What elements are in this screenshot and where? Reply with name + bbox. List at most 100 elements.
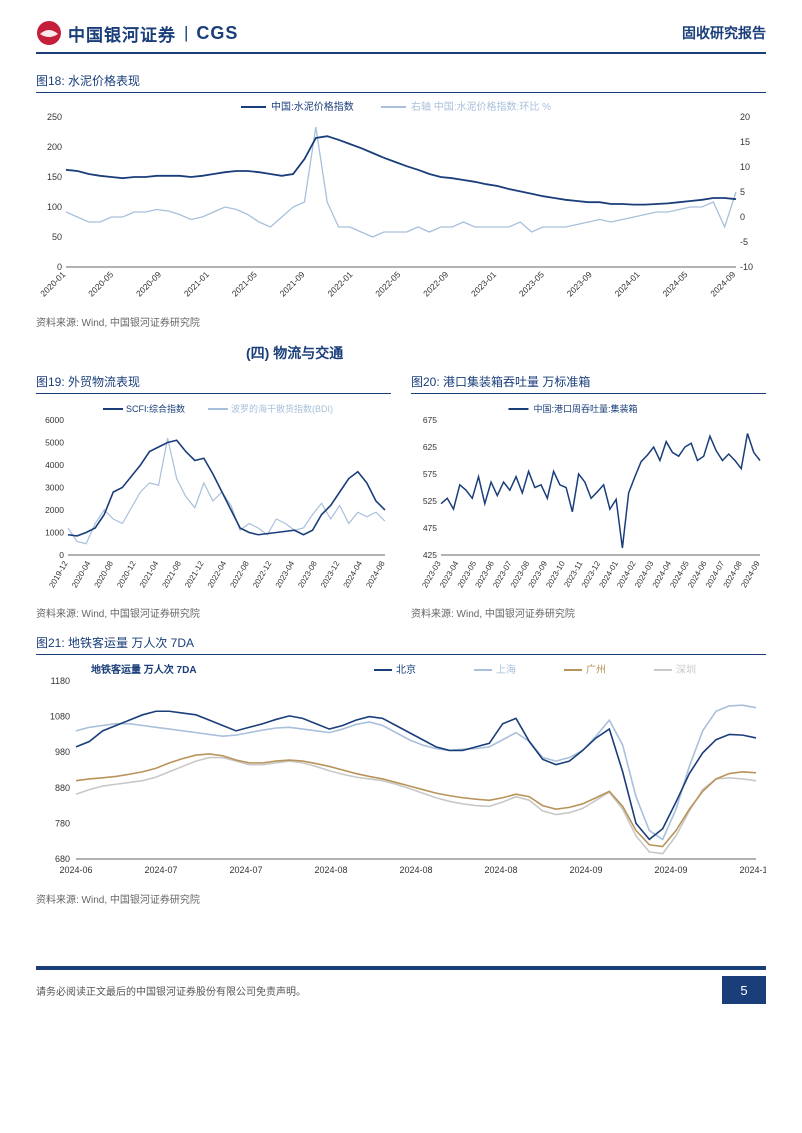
- svg-text:2019-12: 2019-12: [47, 559, 70, 589]
- brand-name-cn: 中国银河证券: [68, 21, 176, 46]
- svg-text:50: 50: [52, 232, 62, 242]
- svg-text:4000: 4000: [45, 460, 64, 470]
- svg-text:2020-04: 2020-04: [70, 559, 93, 589]
- svg-text:2022-09: 2022-09: [421, 269, 450, 298]
- svg-text:2024-09: 2024-09: [708, 269, 737, 298]
- svg-text:地铁客运量 万人次 7DA: 地铁客运量 万人次 7DA: [91, 663, 197, 676]
- svg-text:2024-04: 2024-04: [342, 559, 365, 589]
- svg-text:中国:港口周吞吐量:集装箱: 中国:港口周吞吐量:集装箱: [534, 403, 638, 414]
- svg-text:2024-01: 2024-01: [613, 269, 642, 298]
- svg-text:中国:水泥价格指数: 中国:水泥价格指数: [271, 100, 354, 113]
- svg-text:150: 150: [47, 172, 62, 182]
- fig18-chart: 中国:水泥价格指数 右轴 中国:水泥价格指数:环比 % 0 50 100 150 200 25…: [36, 97, 766, 312]
- fig21-chart: 地铁客运量 万人次 7DA 北京 上海 广州 深圳 680 780 880 980 1080 118…: [36, 659, 766, 889]
- footer-disclaimer: 请务必阅读正文最后的中国银河证券股份有限公司免责声明。: [36, 983, 306, 998]
- svg-text:2024-05: 2024-05: [660, 269, 689, 298]
- svg-text:2020-05: 2020-05: [86, 269, 115, 298]
- svg-text:675: 675: [423, 415, 437, 425]
- svg-text:525: 525: [423, 496, 437, 506]
- svg-text:2024-08: 2024-08: [399, 865, 432, 875]
- svg-text:10: 10: [740, 162, 750, 172]
- svg-text:2022-01: 2022-01: [325, 269, 354, 298]
- svg-text:2022-08: 2022-08: [228, 559, 251, 589]
- svg-text:2023-05: 2023-05: [517, 269, 546, 298]
- svg-text:15: 15: [740, 137, 750, 147]
- svg-text:2022-04: 2022-04: [206, 559, 229, 589]
- svg-text:-5: -5: [740, 237, 748, 247]
- fig20-chart: 中国:港口周吞吐量:集装箱4254755255756256752023-0320…: [411, 398, 766, 603]
- svg-text:2021-09: 2021-09: [278, 269, 307, 298]
- svg-text:2020-12: 2020-12: [115, 559, 138, 589]
- svg-text:-10: -10: [740, 262, 753, 272]
- svg-text:2023-12: 2023-12: [319, 559, 342, 589]
- svg-text:右轴 中国:水泥价格指数:环比 %: 右轴 中国:水泥价格指数:环比 %: [411, 100, 551, 113]
- svg-text:5: 5: [740, 187, 745, 197]
- svg-text:2020-01: 2020-01: [38, 269, 67, 298]
- fig19-title: 图19: 外贸物流表现: [36, 373, 391, 394]
- fig18-title: 图18: 水泥价格表现: [36, 72, 766, 93]
- svg-text:2023-04: 2023-04: [274, 559, 297, 589]
- brand-name-en: CGS: [196, 23, 238, 44]
- svg-text:2020-09: 2020-09: [134, 269, 163, 298]
- brand-divider: |: [184, 23, 188, 43]
- fig18-source: 资料来源: Wind, 中国银河证券研究院: [36, 314, 766, 329]
- brand-block: 中国银河证券 | CGS: [36, 20, 238, 46]
- svg-text:2023-01: 2023-01: [469, 269, 498, 298]
- svg-text:2024-08: 2024-08: [314, 865, 347, 875]
- svg-text:1000: 1000: [45, 528, 64, 538]
- svg-text:2023-08: 2023-08: [296, 559, 319, 589]
- svg-text:2021-12: 2021-12: [183, 559, 206, 589]
- svg-text:深圳: 深圳: [676, 664, 696, 676]
- svg-text:425: 425: [423, 550, 437, 560]
- svg-text:2024-10: 2024-10: [739, 865, 766, 875]
- svg-text:2024-06: 2024-06: [59, 865, 92, 875]
- svg-text:2000: 2000: [45, 505, 64, 515]
- svg-text:2024-08: 2024-08: [484, 865, 517, 875]
- svg-text:上海: 上海: [496, 663, 516, 676]
- fig19-chart: SCFI:综合指数 波罗的海干散货指数(BDI) 0 1000 2000 3000 4000…: [36, 398, 391, 603]
- svg-text:475: 475: [423, 523, 437, 533]
- svg-text:200: 200: [47, 142, 62, 152]
- fig20-title: 图20: 港口集装箱吞吐量 万标准箱: [411, 373, 766, 394]
- svg-text:5000: 5000: [45, 438, 64, 448]
- svg-text:980: 980: [55, 747, 70, 757]
- svg-text:1180: 1180: [51, 676, 70, 686]
- svg-text:SCFI:综合指数: SCFI:综合指数: [126, 403, 185, 414]
- fig19-source: 资料来源: Wind, 中国银河证券研究院: [36, 605, 391, 620]
- fig21-title: 图21: 地铁客运量 万人次 7DA: [36, 634, 766, 655]
- svg-text:广州: 广州: [586, 664, 606, 676]
- svg-text:0: 0: [740, 212, 745, 222]
- svg-text:2021-05: 2021-05: [230, 269, 259, 298]
- svg-text:6000: 6000: [45, 415, 64, 425]
- svg-text:2024-07: 2024-07: [229, 865, 262, 875]
- svg-text:北京: 北京: [396, 663, 416, 676]
- section-4-title: (四) 物流与交通: [246, 343, 766, 363]
- svg-text:0: 0: [59, 550, 64, 560]
- svg-text:2024-09: 2024-09: [569, 865, 602, 875]
- svg-text:625: 625: [423, 442, 437, 452]
- page-footer: 请务必阅读正文最后的中国银河证券股份有限公司免责声明。 5: [36, 966, 766, 1010]
- svg-text:1080: 1080: [50, 712, 70, 722]
- svg-text:3000: 3000: [45, 483, 64, 493]
- page-number: 5: [722, 976, 766, 1004]
- page-header: 中国银河证券 | CGS 固收研究报告: [36, 20, 766, 54]
- svg-text:2024-08: 2024-08: [364, 559, 387, 589]
- svg-text:2024-09: 2024-09: [654, 865, 687, 875]
- svg-text:2022-05: 2022-05: [373, 269, 402, 298]
- svg-text:2021-08: 2021-08: [160, 559, 183, 589]
- svg-text:100: 100: [47, 202, 62, 212]
- svg-text:250: 250: [47, 112, 62, 122]
- svg-text:680: 680: [55, 854, 70, 864]
- svg-text:2021-01: 2021-01: [182, 269, 211, 298]
- brand-logo-icon: [36, 20, 62, 46]
- svg-text:880: 880: [55, 783, 70, 793]
- svg-text:780: 780: [55, 818, 70, 828]
- svg-text:2022-12: 2022-12: [251, 559, 274, 589]
- svg-text:2024-07: 2024-07: [144, 865, 177, 875]
- svg-text:波罗的海干散货指数(BDI): 波罗的海干散货指数(BDI): [231, 403, 333, 414]
- fig21-source: 资料来源: Wind, 中国银河证券研究院: [36, 891, 766, 906]
- svg-text:575: 575: [423, 469, 437, 479]
- svg-text:2021-04: 2021-04: [138, 559, 161, 589]
- svg-text:20: 20: [740, 112, 750, 122]
- svg-text:2023-09: 2023-09: [565, 269, 594, 298]
